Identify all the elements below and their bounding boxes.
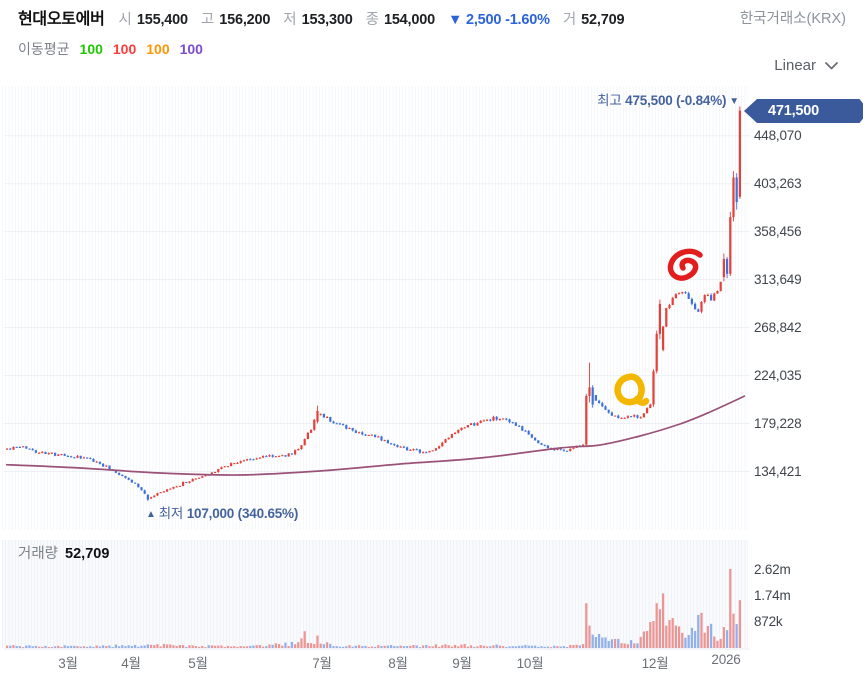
scale-selector[interactable]: Linear [774, 57, 838, 74]
volume-axis-label: 1.74m [754, 588, 791, 604]
time-axis-label: 4월 [121, 656, 141, 671]
open-field: 시 155,400 [118, 12, 189, 28]
price-axis-label: 268,842 [754, 319, 802, 335]
volume-axis-label: 2.62m [754, 561, 791, 577]
price-axis-label: 179,228 [754, 415, 802, 431]
time-axis-label: 3월 [58, 656, 78, 671]
time-axis-label: 2026 [711, 652, 741, 667]
price-change: ▼ 2,500 -1.60% [447, 12, 550, 28]
high-marker-icon: ▼ [729, 96, 739, 107]
high-annotation: 최고 475,500 (-0.84%) ▼ [597, 93, 739, 108]
low-annotation: ▲ 최저 107,000 (340.65%) [146, 506, 299, 521]
low-field: 저 153,300 [283, 12, 353, 28]
ma-line [5, 395, 746, 476]
low-marker-icon: ▲ [146, 509, 156, 520]
time-axis-label: 7월 [312, 656, 332, 671]
exchange-label: 한국거래소(KRX) [739, 11, 846, 27]
volume-header: 거래량 52,709 [18, 546, 110, 562]
quote-header: 현대오토에버 시 155,400 고 156,200 저 153,300 종 154,0… [18, 5, 637, 29]
ma-legend-title: 이동평균 [18, 41, 70, 57]
ma-legend-item-1: 100 [79, 41, 103, 57]
trade-volume-field: 거 52,709 [562, 12, 625, 28]
high-field: 고 156,200 [200, 12, 271, 28]
price-axis-label: 313,649 [754, 271, 802, 287]
last-price-tag: 471,500 [744, 99, 863, 123]
price-panel-background [2, 86, 748, 530]
time-axis-label: 12월 [641, 656, 669, 671]
ma-legend-item-3: 100 [146, 41, 170, 57]
ma-legend: 이동평균 100 100 100 100 [18, 39, 213, 59]
volume-bars-layer [6, 568, 741, 649]
candles-layer [6, 106, 741, 501]
time-axis-label: 9월 [452, 656, 472, 671]
volume-panel-background [2, 540, 748, 648]
time-axis-label: 10월 [516, 656, 544, 671]
red-triangle-scribble-annotation [667, 248, 703, 281]
scale-selector-label: Linear [774, 57, 816, 74]
yellow-circle-scribble-annotation [614, 373, 650, 406]
chevron-down-icon [825, 61, 838, 69]
price-axis-label: 448,070 [754, 127, 802, 143]
price-axis-label: 403,263 [754, 175, 802, 191]
price-axis-label: 134,421 [754, 463, 802, 479]
close-field: 종 154,000 [365, 12, 436, 28]
price-axis-label: 224,035 [754, 367, 802, 383]
volume-axis-label: 872k [754, 613, 783, 629]
ma-legend-item-4: 100 [179, 41, 203, 57]
ma-legend-item-2: 100 [112, 41, 137, 57]
price-axis-label: 358,456 [754, 223, 802, 239]
stock-name: 현대오토에버 [18, 11, 105, 28]
time-axis-label: 5월 [188, 656, 208, 671]
time-axis-label: 8월 [388, 656, 408, 671]
